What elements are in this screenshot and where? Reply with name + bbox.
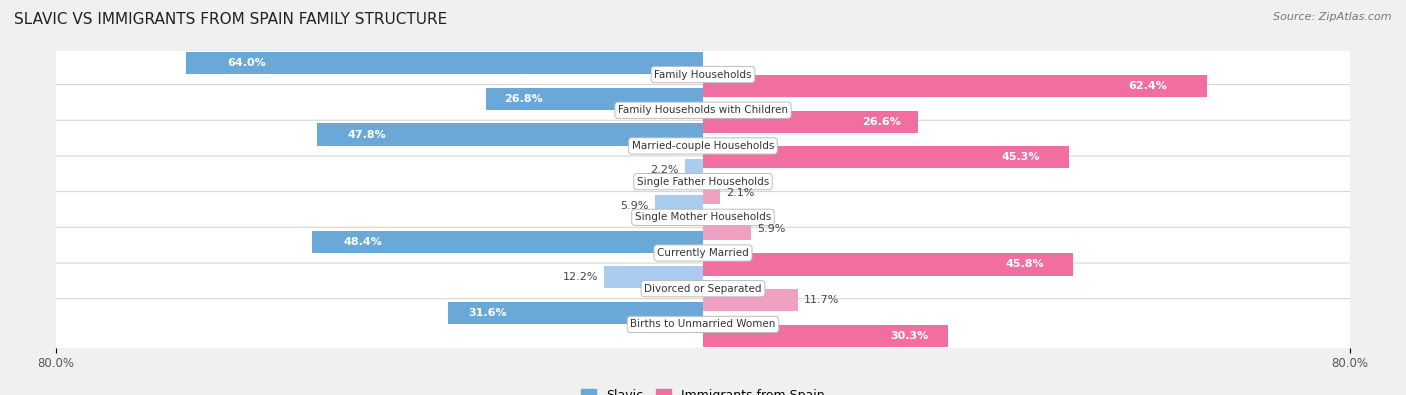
- Text: 30.3%: 30.3%: [890, 331, 928, 341]
- Bar: [186, 52, 703, 74]
- Bar: [486, 88, 703, 110]
- Bar: [703, 111, 918, 133]
- Bar: [447, 302, 703, 324]
- Text: 2.2%: 2.2%: [650, 165, 679, 175]
- Text: 64.0%: 64.0%: [226, 58, 266, 68]
- Text: Single Mother Households: Single Mother Households: [636, 213, 770, 222]
- Bar: [312, 231, 703, 253]
- Text: 26.8%: 26.8%: [503, 94, 543, 104]
- FancyBboxPatch shape: [49, 49, 1357, 100]
- Text: SLAVIC VS IMMIGRANTS FROM SPAIN FAMILY STRUCTURE: SLAVIC VS IMMIGRANTS FROM SPAIN FAMILY S…: [14, 12, 447, 27]
- Text: Divorced or Separated: Divorced or Separated: [644, 284, 762, 294]
- Text: 48.4%: 48.4%: [343, 237, 382, 246]
- Bar: [703, 253, 1073, 275]
- Bar: [703, 75, 1208, 97]
- Text: Currently Married: Currently Married: [657, 248, 749, 258]
- Text: Single Father Households: Single Father Households: [637, 177, 769, 186]
- Bar: [316, 124, 703, 146]
- Bar: [655, 195, 703, 217]
- Bar: [703, 289, 797, 311]
- FancyBboxPatch shape: [49, 192, 1357, 243]
- Text: Married-couple Households: Married-couple Households: [631, 141, 775, 151]
- Text: 31.6%: 31.6%: [468, 308, 506, 318]
- FancyBboxPatch shape: [49, 156, 1357, 207]
- Text: 2.1%: 2.1%: [727, 188, 755, 198]
- Bar: [685, 159, 703, 181]
- Text: 11.7%: 11.7%: [804, 295, 839, 305]
- Text: Source: ZipAtlas.com: Source: ZipAtlas.com: [1274, 12, 1392, 22]
- Text: Births to Unmarried Women: Births to Unmarried Women: [630, 320, 776, 329]
- Bar: [605, 266, 703, 288]
- Text: Family Households with Children: Family Households with Children: [619, 105, 787, 115]
- Text: 45.3%: 45.3%: [1001, 152, 1040, 162]
- Text: Family Households: Family Households: [654, 70, 752, 79]
- Bar: [703, 325, 948, 347]
- Bar: [703, 146, 1069, 168]
- Text: 26.6%: 26.6%: [862, 117, 901, 127]
- Bar: [703, 218, 751, 240]
- Text: 47.8%: 47.8%: [347, 130, 387, 139]
- FancyBboxPatch shape: [49, 227, 1357, 279]
- Bar: [703, 182, 720, 204]
- Text: 12.2%: 12.2%: [562, 272, 598, 282]
- FancyBboxPatch shape: [49, 120, 1357, 172]
- Text: 5.9%: 5.9%: [758, 224, 786, 234]
- Text: 62.4%: 62.4%: [1128, 81, 1167, 91]
- Legend: Slavic, Immigrants from Spain: Slavic, Immigrants from Spain: [576, 384, 830, 395]
- Text: 5.9%: 5.9%: [620, 201, 648, 211]
- Text: 45.8%: 45.8%: [1005, 260, 1043, 269]
- FancyBboxPatch shape: [49, 263, 1357, 314]
- FancyBboxPatch shape: [49, 299, 1357, 350]
- FancyBboxPatch shape: [49, 85, 1357, 136]
